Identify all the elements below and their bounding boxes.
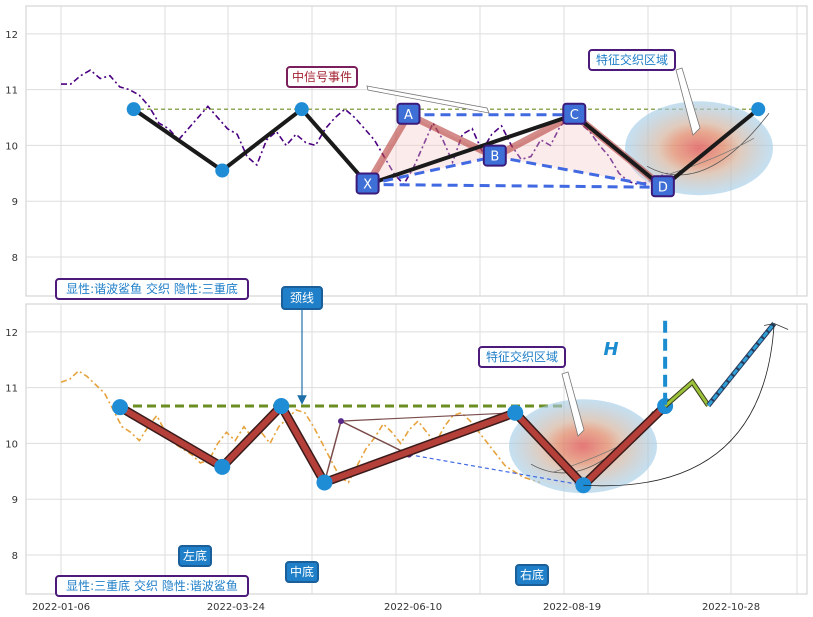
neckline-label: 颈线 <box>281 286 323 310</box>
bcd-fill <box>494 114 663 188</box>
pattern-footer-label-text: 显性:谐波鲨鱼 交织 隐性:三重底 <box>66 281 238 296</box>
height-label: H <box>603 339 618 360</box>
pivot-marker <box>316 474 333 491</box>
pattern-footer-label: 显性:三重底 交织 隐性:谐波鲨鱼 <box>55 575 249 597</box>
x-tick-label: 2022-10-28 <box>702 602 760 613</box>
bottom-label-2: 中底 <box>285 561 319 583</box>
interleave-zone-label: 特征交织区域 <box>588 49 676 71</box>
pattern-point-box <box>396 102 421 125</box>
signal-arrow <box>366 85 490 114</box>
pattern-point-box <box>482 144 507 167</box>
pattern-point-label: B <box>490 150 499 165</box>
zone-arc <box>646 112 770 176</box>
interleave-zone-label: 特征交织区域 <box>478 346 566 368</box>
bottom-label-3-box <box>515 564 549 586</box>
pattern-point-C: C <box>562 102 587 125</box>
pivot-marker <box>751 102 766 117</box>
price-series <box>61 69 669 186</box>
pattern-point-B: B <box>482 144 507 167</box>
pattern-point-A: A <box>396 102 421 125</box>
target-arc <box>583 323 775 487</box>
y-tick-label: 10 <box>5 141 18 152</box>
pattern-point-box <box>562 102 587 125</box>
y-tick-label: 10 <box>5 439 18 450</box>
bottom-label-1-box <box>178 545 212 567</box>
price-series <box>60 369 541 484</box>
pivot-marker <box>273 398 290 415</box>
interleave-zone <box>509 399 657 494</box>
bottom-label-3-text: 右底 <box>520 567 544 582</box>
zone-arc <box>668 137 755 175</box>
y-tick-label: 9 <box>12 495 18 506</box>
signal-event-label-text: 中信号事件 <box>292 69 352 84</box>
y-tick-label: 8 <box>12 551 18 562</box>
harmonic-dashed-line <box>367 155 496 186</box>
pattern-footer-label-box <box>55 278 249 300</box>
interleave-zone-label-text: 特征交织区域 <box>486 349 558 364</box>
target-tip <box>764 323 789 330</box>
pattern-point-box <box>355 172 380 195</box>
harmonic-dashed-line <box>494 155 664 189</box>
x-tick-label: 2022-06-10 <box>384 602 442 613</box>
pattern-point-label: D <box>658 180 668 195</box>
pattern-footer-label-text: 显性:三重底 交织 隐性:谐波鲨鱼 <box>66 578 238 593</box>
x-tick-label: 2022-01-06 <box>32 602 90 613</box>
pattern-point-X: X <box>355 172 380 195</box>
interleave-zone <box>625 101 773 196</box>
harmonic-dashed-line <box>367 182 663 189</box>
neckline-label-text: 颈线 <box>290 291 314 305</box>
pivot-marker <box>214 458 231 475</box>
pattern-footer-label: 显性:谐波鲨鱼 交织 隐性:三重底 <box>55 278 249 300</box>
interleave-zone-label-text: 特征交织区域 <box>596 52 668 67</box>
hidden-harmonic-line <box>340 412 516 422</box>
pivot-marker <box>294 102 309 117</box>
bottom-label-2-text: 中底 <box>290 564 314 579</box>
pivot-marker <box>507 404 524 421</box>
hidden-point <box>338 418 344 425</box>
pattern-footer-label-box <box>55 575 249 597</box>
pattern-point-D: D <box>650 175 675 198</box>
signal-event-label: 中信号事件 <box>286 66 358 88</box>
bottom-label-1-text: 左底 <box>183 548 207 563</box>
interleave-zone-label-box <box>478 346 566 368</box>
pattern-point-box <box>650 175 675 198</box>
neckline-label-box <box>281 286 323 310</box>
zone-arrow <box>675 67 701 136</box>
x-tick-label: 2022-03-24 <box>207 602 265 613</box>
bottom-label-3: 右底 <box>515 564 549 586</box>
pattern-point-label: A <box>404 108 413 123</box>
interleave-zone-label-box <box>588 49 676 71</box>
y-tick-label: 9 <box>12 197 18 208</box>
zone-arrow <box>561 371 585 437</box>
bottom-label-1: 左底 <box>178 545 212 567</box>
pivot-marker <box>126 102 141 117</box>
y-tick-label: 12 <box>5 328 18 339</box>
x-tick-label: 2022-08-19 <box>543 602 601 613</box>
pivot-marker <box>215 163 230 178</box>
y-tick-label: 11 <box>5 384 18 395</box>
projection-line <box>664 379 710 408</box>
y-tick-label: 12 <box>5 30 18 41</box>
bottom-label-2-box <box>285 561 319 583</box>
y-tick-label: 11 <box>5 86 18 97</box>
signal-event-label-box <box>286 66 358 88</box>
target-line <box>707 322 776 407</box>
pattern-point-label: C <box>570 108 579 123</box>
hidden-dashed-line <box>408 453 584 486</box>
y-tick-label: 8 <box>12 253 18 264</box>
pattern-point-label: X <box>363 177 372 192</box>
pivot-marker <box>112 399 129 416</box>
